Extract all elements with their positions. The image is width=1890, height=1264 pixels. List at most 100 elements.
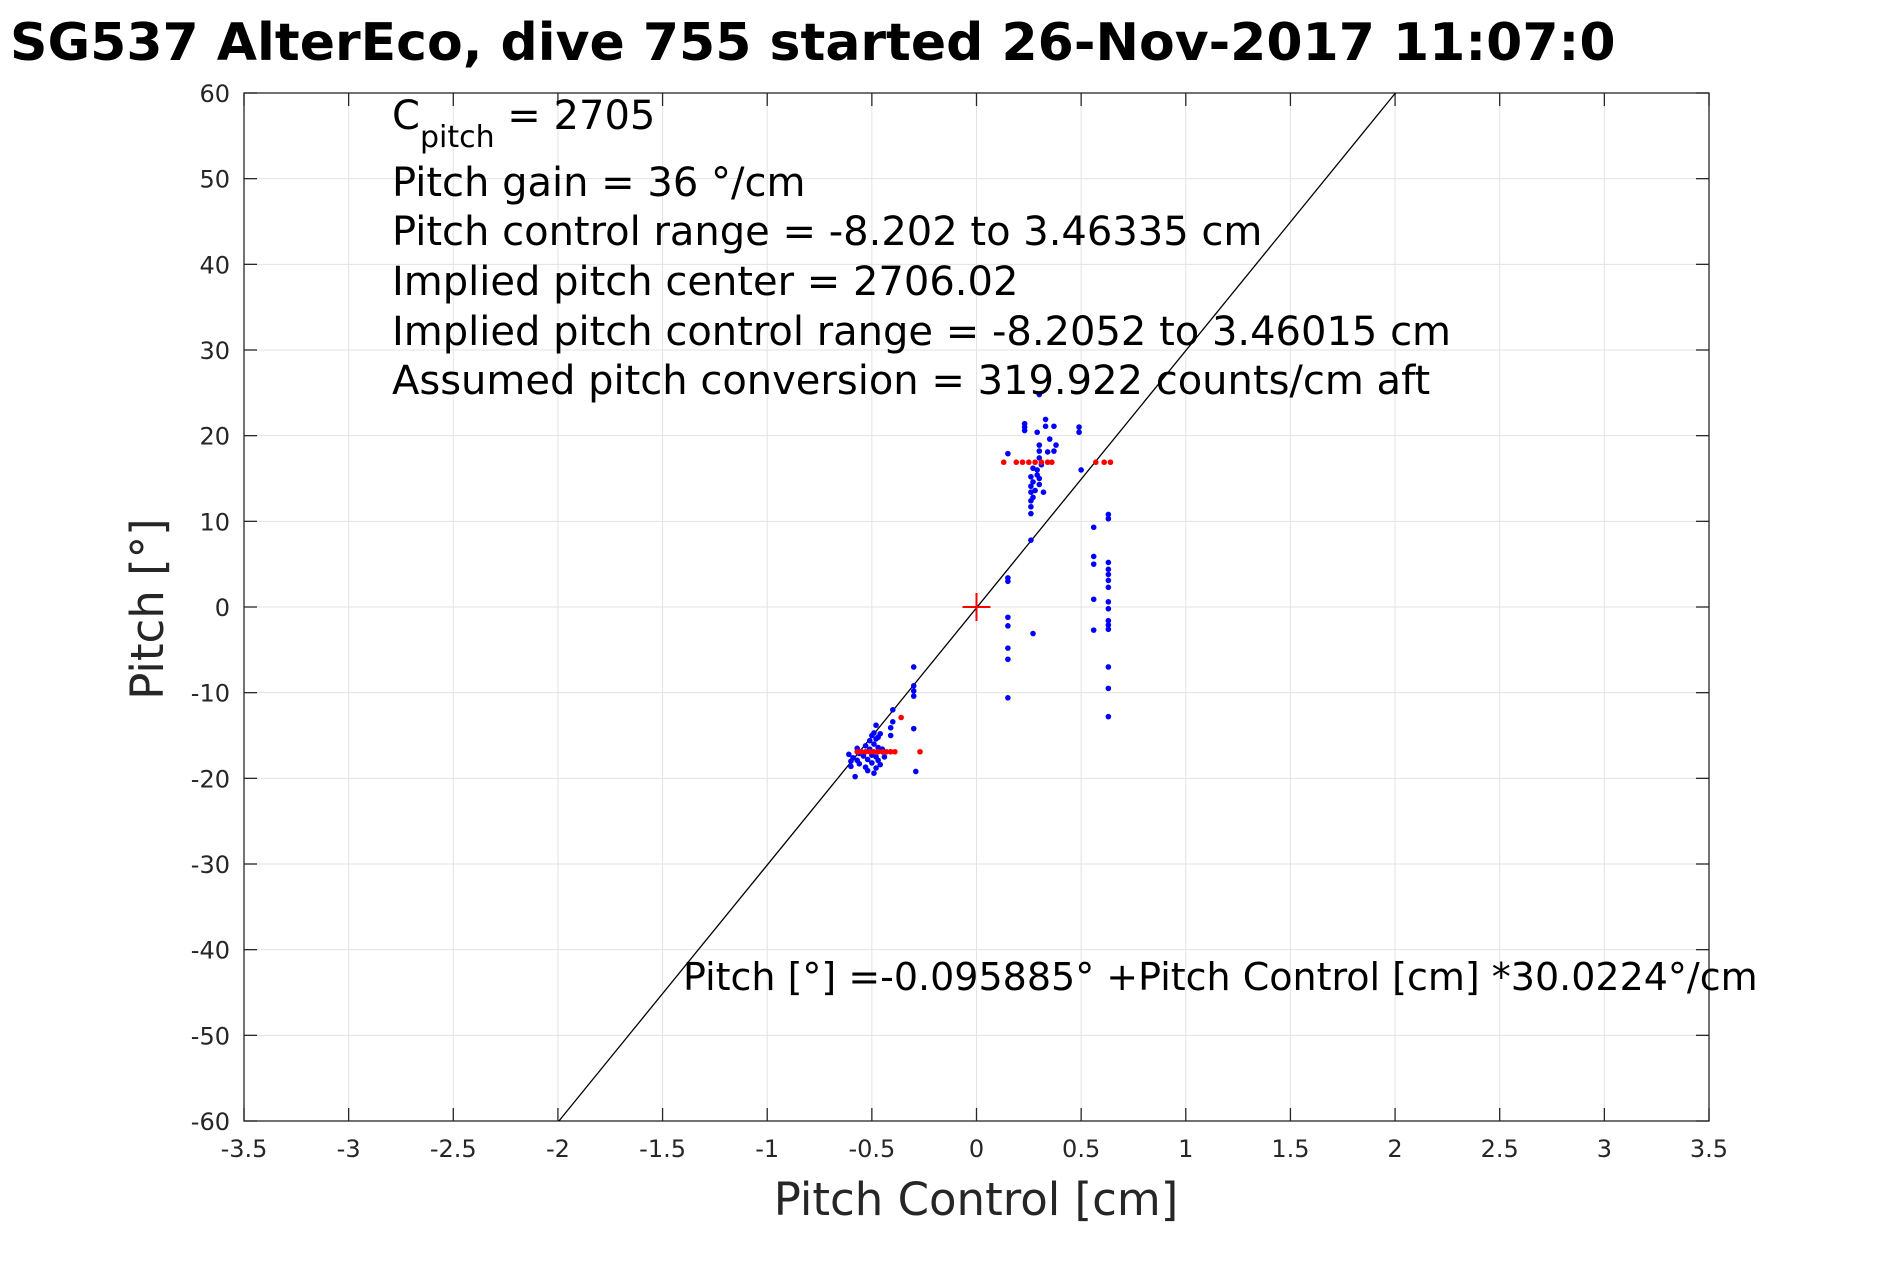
annotation-line: Pitch gain = 36 °/cm: [392, 160, 805, 206]
chart-title: SG537 AlterEco, dive 755 started 26-Nov-…: [10, 13, 1616, 73]
observed-point: [1105, 566, 1112, 573]
fit-point: [879, 748, 886, 755]
x-tick-label: 3.5: [1690, 1135, 1728, 1163]
observed-point: [1076, 424, 1082, 430]
observed-point: [1051, 423, 1057, 430]
fit-point: [1101, 459, 1107, 466]
fit-point: [1044, 459, 1051, 466]
observed-point: [875, 757, 881, 764]
observed-point: [887, 724, 894, 731]
x-tick-label: 1: [1178, 1135, 1193, 1163]
observed-point: [860, 753, 867, 759]
observed-point: [852, 773, 858, 780]
y-tick-label: -40: [191, 937, 230, 965]
fit-point: [1000, 459, 1007, 466]
x-tick-label: -1: [755, 1135, 779, 1163]
observed-point: [864, 756, 871, 763]
x-tick-label: -0.5: [848, 1135, 895, 1163]
y-tick-label: 50: [199, 166, 230, 194]
observed-point: [1105, 713, 1112, 720]
observed-point: [1105, 559, 1112, 566]
observed-point: [1105, 577, 1112, 584]
observed-point: [1005, 614, 1011, 621]
observed-point: [871, 770, 877, 776]
y-tick-label: -10: [191, 680, 230, 708]
observed-point: [1105, 605, 1112, 612]
observed-point: [1005, 623, 1011, 629]
observed-point: [1105, 584, 1112, 591]
fit-point: [887, 748, 894, 755]
observed-point: [1036, 391, 1043, 398]
observed-point: [1090, 524, 1097, 531]
x-tick-label: 0.5: [1062, 1135, 1100, 1163]
observed-point: [877, 761, 884, 768]
observed-point: [1090, 596, 1097, 603]
observed-point: [1036, 481, 1043, 488]
fit-point: [858, 748, 865, 755]
annotation-line: Implied pitch center = 2706.02: [392, 259, 1018, 305]
observed-point: [1036, 455, 1043, 461]
x-tick-label: -3.5: [221, 1135, 268, 1163]
axis-ticks: [243, 92, 1710, 1122]
observed-point: [1005, 695, 1011, 701]
observed-point: [850, 754, 856, 761]
observed-point: [871, 741, 877, 747]
observed-points: [846, 391, 1112, 780]
y-tick-label: 30: [199, 337, 230, 365]
center-marker: [962, 593, 991, 621]
observed-point: [1005, 575, 1011, 581]
fit-point: [898, 714, 904, 721]
observed-point: [1053, 442, 1059, 448]
observed-point: [848, 763, 854, 770]
observed-point: [877, 730, 884, 737]
observed-point: [1105, 622, 1112, 628]
observed-point: [1105, 571, 1112, 578]
observed-point: [1105, 685, 1112, 692]
fit-point: [1032, 459, 1038, 466]
y-tick-label: 20: [199, 423, 230, 451]
observed-point: [1028, 483, 1034, 490]
fit-point: [1013, 459, 1020, 466]
y-axis-label: Pitch [°]: [121, 518, 174, 699]
fit-point: [892, 748, 898, 755]
annotation-line: Cpitch = 2705: [392, 93, 655, 155]
observed-point: [1046, 436, 1053, 442]
x-tick-label: 0: [969, 1135, 984, 1163]
x-tick-label: -2.5: [430, 1135, 477, 1163]
observed-point: [846, 751, 852, 758]
observed-point: [913, 768, 919, 775]
observed-point: [1078, 467, 1084, 473]
observed-point: [866, 737, 873, 744]
observed-point: [1105, 626, 1112, 633]
observed-point: [1105, 515, 1112, 522]
observed-point: [856, 760, 863, 767]
observed-point: [910, 664, 917, 670]
observed-point: [1005, 656, 1011, 663]
x-tick-label: -3: [337, 1135, 361, 1163]
fit-point: [862, 748, 869, 755]
observed-point: [1090, 553, 1097, 560]
observed-point: [1021, 420, 1028, 427]
y-axis-tick-labels: -60 -50 -40 -30 -20 -10 0 10 20 30 40 50 60: [191, 80, 230, 1136]
x-tick-label: -2: [546, 1135, 570, 1163]
fit-point: [1092, 459, 1099, 466]
fit-point: [1038, 459, 1045, 466]
observed-point: [910, 688, 917, 694]
observed-point: [1036, 475, 1043, 482]
observed-point: [1076, 429, 1082, 436]
fit-point: [1019, 459, 1026, 466]
observed-point: [1032, 487, 1038, 494]
observed-point: [871, 730, 877, 736]
y-tick-label: -20: [191, 765, 230, 793]
observed-point: [1042, 416, 1049, 423]
x-axis-tick-labels: -3.5 -3 -2.5 -2 -1.5 -1 -0.5 0 0.5 1 1.5 2 2.5 3 3.5: [221, 1135, 1729, 1163]
y-tick-label: -30: [191, 851, 230, 879]
x-axis-label: Pitch Control [cm]: [774, 1173, 1179, 1226]
x-tick-label: 2.5: [1481, 1135, 1519, 1163]
fit-points: [854, 459, 1114, 755]
observed-point: [1036, 442, 1043, 448]
y-tick-label: 0: [215, 594, 230, 622]
observed-point: [889, 718, 896, 725]
